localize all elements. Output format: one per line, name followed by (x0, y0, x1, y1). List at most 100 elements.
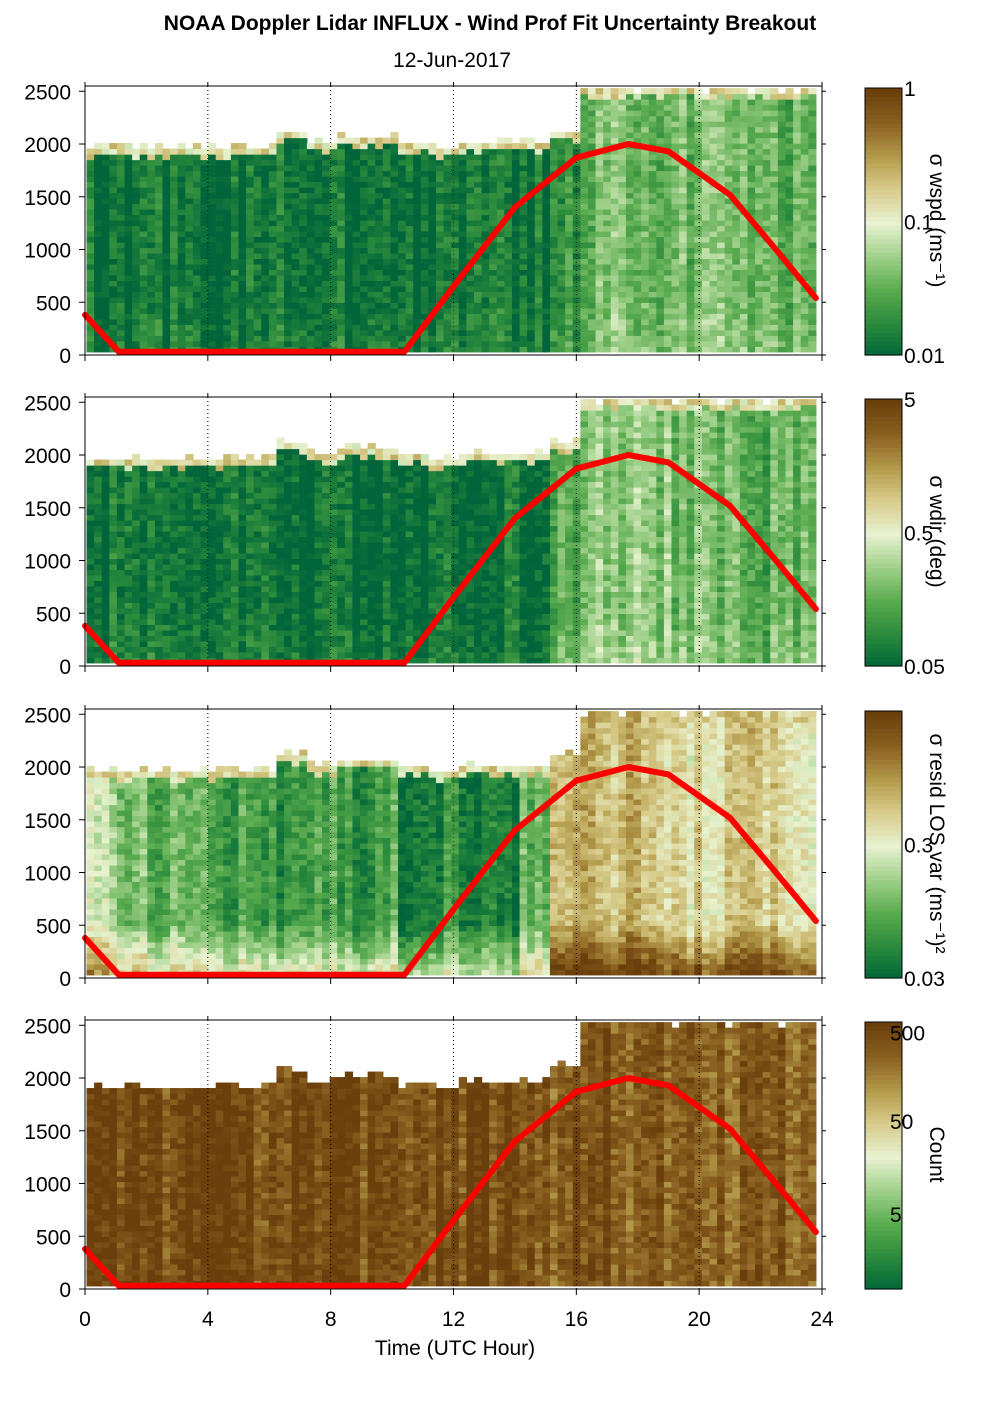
heatmap-cell (352, 280, 361, 287)
heatmap-cell (808, 143, 817, 150)
heatmap-cell (671, 192, 680, 199)
heatmap-cell (473, 307, 483, 314)
heatmap-cell (618, 252, 627, 260)
heatmap-cell (299, 313, 308, 320)
heatmap-cell (808, 99, 817, 106)
heatmap-cell (86, 285, 95, 292)
heatmap-cell (413, 324, 422, 331)
heatmap-cell (192, 241, 202, 249)
heatmap-cell (124, 307, 133, 314)
heatmap-cell (694, 181, 703, 188)
heatmap-cell (154, 563, 164, 571)
overlay-line (82, 141, 819, 355)
heatmap-cell (527, 198, 536, 205)
heatmap-cell (633, 313, 642, 320)
heatmap-cell (390, 198, 399, 205)
heatmap-cell (360, 324, 369, 331)
heatmap-cell (717, 198, 726, 205)
heatmap-cell (519, 159, 528, 166)
heatmap-cell (124, 170, 133, 177)
heatmap-cell (496, 252, 505, 260)
heatmap-cell (739, 121, 749, 128)
heatmap-cell (443, 219, 452, 227)
heatmap-cell (732, 285, 741, 292)
heatmap-cell (473, 192, 483, 199)
heatmap-cell (679, 302, 688, 309)
heatmap-cell (147, 563, 156, 571)
heatmap-cell (200, 481, 209, 488)
heatmap-cell (398, 203, 407, 210)
heatmap-cell (625, 247, 635, 254)
heatmap-cell (770, 115, 779, 122)
heatmap-cell (686, 230, 695, 238)
heatmap-cell (230, 481, 240, 488)
heatmap-cell (717, 285, 726, 292)
heatmap-cell (610, 291, 619, 298)
heatmap-cell (534, 252, 543, 260)
heatmap-cell (603, 340, 612, 347)
heatmap-cell (603, 230, 612, 238)
heatmap-cell (557, 236, 566, 243)
heatmap-cell (124, 329, 133, 336)
heatmap-cell (124, 629, 133, 636)
heatmap-cell (109, 635, 118, 642)
heatmap-cell (154, 558, 164, 565)
heatmap-cell (314, 329, 323, 336)
heatmap-cell (481, 285, 490, 292)
heatmap-cell (511, 247, 521, 254)
heatmap-cell (549, 291, 559, 298)
heatmap-cell (679, 225, 688, 232)
heatmap-cell (124, 607, 133, 614)
heatmap-cell (109, 481, 118, 488)
heatmap-cell (504, 241, 513, 249)
heatmap-cell (724, 154, 733, 161)
heatmap-cell (86, 580, 95, 587)
heatmap-cell (132, 624, 141, 631)
heatmap-cell (580, 269, 589, 276)
heatmap-cell (230, 318, 240, 325)
heatmap-cell (572, 208, 581, 216)
heatmap-cell (679, 137, 688, 144)
heatmap-cell (641, 104, 650, 111)
heatmap-cell (580, 115, 589, 122)
heatmap-cell (701, 258, 711, 265)
heatmap-cell (162, 214, 171, 221)
heatmap-cell (367, 274, 376, 282)
heatmap-cell (124, 148, 133, 155)
heatmap-cell (268, 143, 278, 150)
heatmap-cell (641, 241, 650, 249)
heatmap-cell (747, 252, 756, 260)
heatmap-cell (261, 241, 270, 249)
heatmap-cell (580, 329, 589, 336)
heatmap-cell (124, 624, 133, 631)
heatmap-cell (580, 132, 589, 139)
heatmap-cell (793, 148, 802, 155)
heatmap-cell (306, 302, 316, 309)
heatmap-cell (139, 214, 148, 221)
heatmap-cell (132, 280, 141, 287)
heatmap-cell (420, 346, 430, 353)
heatmap-cell (215, 602, 224, 609)
heatmap-cell (238, 596, 247, 603)
heatmap-cell (139, 159, 148, 166)
heatmap-cell (777, 132, 787, 139)
heatmap-cell (208, 487, 217, 494)
heatmap-cell (314, 192, 323, 199)
heatmap-cell (633, 181, 642, 188)
heatmap-cell (686, 93, 695, 100)
heatmap-cell (663, 93, 673, 100)
heatmap-cell (230, 602, 240, 609)
heatmap-cell (253, 552, 262, 560)
heatmap-cell (496, 176, 505, 183)
heatmap-cell (367, 252, 376, 260)
heatmap-cell (139, 525, 148, 532)
heatmap-cell (337, 296, 346, 303)
heatmap-cell (785, 285, 794, 292)
heatmap-cell (747, 93, 756, 100)
heatmap-cell (375, 285, 384, 292)
heatmap-cell (238, 307, 247, 314)
heatmap-cell (344, 159, 354, 166)
heatmap-cell (299, 280, 308, 287)
heatmap-cell (793, 126, 802, 133)
heatmap-cell (641, 340, 650, 347)
